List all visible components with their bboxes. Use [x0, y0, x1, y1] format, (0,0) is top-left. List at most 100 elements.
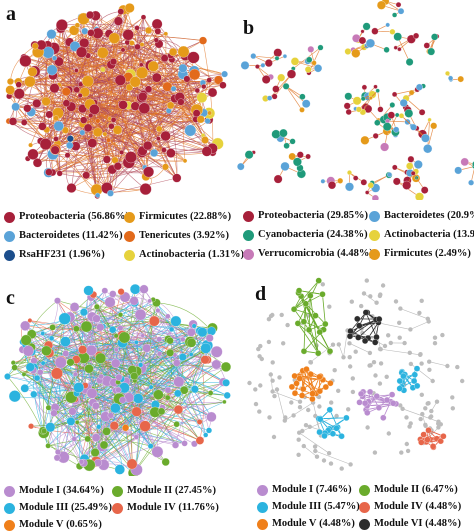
network-node — [297, 376, 303, 382]
network-node — [135, 309, 146, 320]
network-node — [372, 339, 378, 345]
network-node — [103, 427, 111, 435]
network-node — [346, 407, 350, 411]
network-node — [255, 64, 259, 68]
network-node — [392, 92, 397, 97]
network-node — [378, 347, 382, 351]
legend-name: Proteobacteria — [19, 211, 85, 222]
network-node — [373, 450, 377, 454]
network-node — [327, 407, 333, 413]
network-node — [404, 415, 408, 419]
legend-item: Module III (5.47%) — [257, 502, 360, 513]
network-node — [119, 150, 124, 155]
legend-pct: (22.88%) — [190, 211, 231, 222]
network-node — [92, 402, 99, 409]
legend-swatch — [124, 212, 135, 223]
network-edge — [410, 322, 428, 330]
network-node — [314, 64, 322, 72]
network-node — [269, 372, 273, 376]
network-node — [195, 88, 200, 93]
panel-letter-b: b — [243, 18, 254, 38]
network-node — [110, 58, 117, 65]
network-node — [299, 107, 304, 112]
network-node — [51, 410, 58, 417]
network-node — [397, 47, 401, 51]
network-node — [337, 178, 343, 184]
network-node — [336, 389, 340, 393]
network-node — [283, 83, 289, 89]
network-node — [50, 324, 56, 330]
network-node — [119, 100, 128, 109]
network-node — [75, 23, 80, 28]
network-node — [327, 305, 331, 309]
network-node — [108, 123, 114, 129]
network-node — [272, 130, 281, 139]
network-node — [258, 383, 262, 387]
network-node — [123, 29, 134, 40]
network-node — [428, 118, 432, 122]
network-node — [139, 63, 143, 67]
network-node — [165, 387, 171, 393]
network-node — [158, 408, 165, 415]
network-node — [14, 89, 25, 100]
network-node — [206, 428, 212, 434]
network-node — [340, 466, 344, 470]
network-node — [310, 391, 316, 397]
network-node — [362, 291, 366, 295]
network-node — [397, 378, 403, 384]
network-node — [306, 327, 312, 333]
network-node — [448, 76, 453, 81]
network-node — [75, 420, 79, 424]
network-node — [398, 336, 402, 340]
network-node — [125, 151, 137, 163]
network-node — [109, 326, 116, 333]
network-node — [81, 321, 92, 332]
network-node — [329, 400, 333, 404]
network-node — [313, 313, 319, 319]
network-node — [277, 74, 285, 82]
legend-name: Module IV — [127, 502, 176, 513]
network-node — [73, 372, 78, 377]
legend-swatch — [124, 250, 135, 261]
network-node — [54, 455, 60, 461]
legend-pct: (7.46%) — [316, 484, 352, 495]
network-node — [431, 34, 438, 41]
network-node — [348, 462, 352, 466]
network-node — [74, 382, 84, 392]
network-node — [351, 49, 360, 58]
network-node — [398, 306, 402, 310]
network-edge — [350, 343, 370, 353]
network-node — [379, 361, 383, 365]
network-node — [317, 388, 323, 394]
network-node — [193, 110, 200, 117]
network-node — [339, 433, 345, 439]
network-node — [33, 99, 42, 108]
network-node — [398, 8, 404, 14]
network-node — [172, 174, 181, 183]
network-node — [386, 23, 390, 27]
network-node — [267, 340, 271, 344]
legend-pct: (27.45%) — [175, 485, 216, 496]
network-node — [20, 55, 32, 67]
network-node — [206, 334, 214, 342]
network-node — [166, 349, 174, 357]
network-node — [406, 58, 413, 65]
network-node — [289, 384, 295, 390]
network-node — [262, 75, 270, 83]
network-node — [300, 386, 306, 392]
network-node — [97, 47, 108, 58]
network-node — [149, 316, 159, 326]
network-node — [308, 371, 314, 377]
network-node — [406, 163, 413, 170]
network-node — [298, 400, 302, 404]
legend-pct: (5.47%) — [324, 501, 360, 512]
network-node — [28, 67, 37, 76]
legend-item: Module IV (4.48%) — [359, 502, 461, 513]
network-node — [54, 298, 60, 304]
legend-item: Module V (4.48%) — [257, 519, 355, 530]
network-node — [130, 77, 141, 88]
legend-name: Module II — [127, 485, 172, 496]
network-node — [189, 352, 193, 356]
network-node — [359, 304, 363, 308]
network-c — [0, 266, 237, 476]
